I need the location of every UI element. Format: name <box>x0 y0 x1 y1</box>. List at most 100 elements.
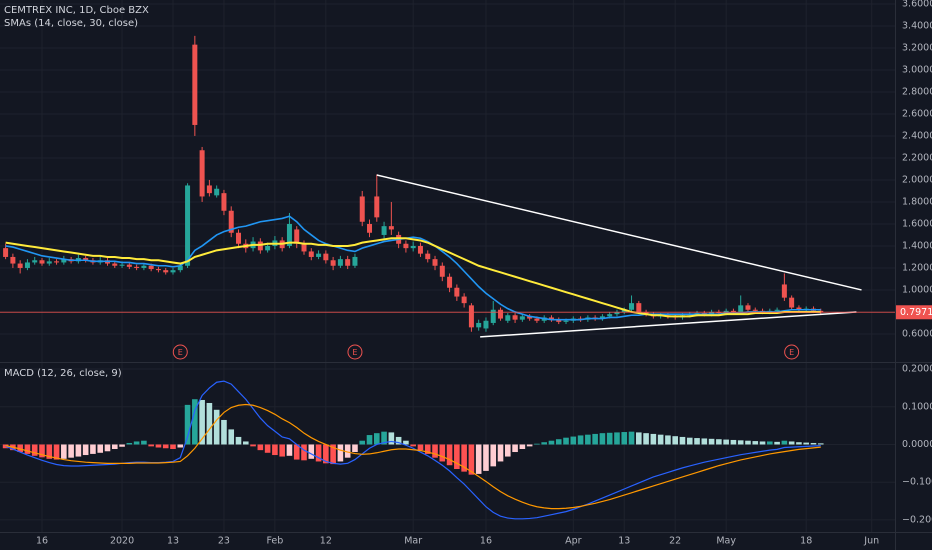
candle-body <box>155 269 161 271</box>
x-tick-label: May <box>716 536 736 547</box>
signal-line <box>5 403 821 510</box>
candle-body <box>636 303 642 312</box>
histogram-bar <box>541 442 547 445</box>
candle-body <box>738 305 744 312</box>
histogram-bar <box>767 441 773 445</box>
histogram-bar <box>730 439 737 445</box>
histogram-bar <box>519 444 526 450</box>
candle-body <box>388 226 394 230</box>
macd-legend: MACD (12, 26, close, 9) <box>4 368 122 379</box>
histogram-bar <box>475 444 482 474</box>
histogram-bar <box>636 432 642 445</box>
histogram-bar <box>53 444 60 460</box>
candle-body <box>257 241 263 251</box>
x-tick-label: Mar <box>404 536 422 547</box>
y-tick-label: 1.6000 <box>902 218 932 229</box>
histogram-bar <box>665 435 671 445</box>
histogram-bar <box>774 441 780 445</box>
histogram-bar <box>403 440 409 445</box>
histogram-bar <box>745 440 751 445</box>
histogram-bar <box>679 436 686 445</box>
histogram-bar <box>257 444 264 451</box>
histogram-bar <box>148 444 154 447</box>
candle-body <box>148 265 154 270</box>
y-tick-label: 2.6000 <box>902 108 932 119</box>
candle-body <box>629 303 635 310</box>
candle-body <box>61 259 67 263</box>
histogram-bar <box>737 440 744 445</box>
last-price-label: 0.7971 <box>900 307 932 318</box>
histogram-bar <box>344 444 351 458</box>
histogram-bar <box>119 444 125 447</box>
y-tick-label: 2.2000 <box>902 152 932 163</box>
histogram-bar <box>24 444 31 454</box>
histogram-bar <box>395 436 402 445</box>
candle-body <box>512 315 518 320</box>
histogram-bar <box>206 402 213 445</box>
histogram-bar <box>359 440 366 445</box>
x-tick-label: Apr <box>565 536 582 547</box>
candle-body <box>134 266 140 268</box>
x-tick-label: 16 <box>480 536 492 547</box>
histogram-bar <box>126 442 133 445</box>
histogram-bar <box>577 435 584 445</box>
candle-body <box>439 265 445 277</box>
histogram-bar <box>555 439 562 445</box>
candle-body <box>352 256 358 266</box>
candle-body <box>236 232 242 244</box>
histogram-bar <box>352 444 358 453</box>
candle-body <box>54 261 60 263</box>
histogram-bar <box>279 444 285 457</box>
histogram-bar <box>235 436 242 445</box>
candle-body <box>519 316 525 320</box>
candle-body <box>228 210 234 233</box>
candle-body <box>563 320 569 322</box>
histogram-bar <box>39 444 45 458</box>
y-tick-label: 1.8000 <box>902 196 932 207</box>
sma-line <box>5 237 821 318</box>
earnings-label: E <box>352 348 357 357</box>
histogram-bar <box>293 444 300 460</box>
histogram-bar <box>301 444 307 461</box>
x-tick-label: 16 <box>36 536 48 547</box>
candle-body <box>337 259 343 266</box>
histogram-bar <box>526 444 533 447</box>
histogram-bar <box>90 444 96 454</box>
histogram-bar <box>141 440 147 445</box>
candle-body <box>621 309 627 312</box>
candle-body <box>221 193 227 211</box>
candle-body <box>556 319 562 322</box>
histogram-bar <box>439 444 446 462</box>
candle-body <box>709 311 715 315</box>
candle-body <box>141 265 147 268</box>
histogram-bar <box>155 444 162 448</box>
candle-body <box>126 264 132 267</box>
earnings-marker <box>172 344 188 360</box>
histogram-bar <box>570 436 577 445</box>
candle-body <box>359 196 365 222</box>
histogram-bar <box>373 433 380 445</box>
earnings-label: E <box>789 348 794 357</box>
histogram-bar <box>716 439 722 445</box>
histogram-bar <box>424 444 431 454</box>
histogram-bar <box>68 444 74 458</box>
candle-body <box>796 307 802 310</box>
candle-body <box>301 243 307 252</box>
histogram-bar <box>694 438 700 445</box>
histogram-bar <box>468 444 475 475</box>
sma-legend: SMAs (14, close, 30, close) <box>4 18 138 29</box>
candle-body <box>505 315 511 321</box>
histogram-bar <box>177 444 184 448</box>
histogram-bar <box>75 444 82 457</box>
histogram-bar <box>286 444 293 456</box>
candle-body <box>119 264 125 266</box>
histogram-bar <box>250 444 256 447</box>
histogram-bar <box>104 444 111 452</box>
candle-body <box>214 188 220 196</box>
histogram-bar <box>723 439 729 445</box>
histogram-bar <box>170 444 176 450</box>
candle-body <box>46 261 52 264</box>
histogram-bar <box>483 444 489 471</box>
